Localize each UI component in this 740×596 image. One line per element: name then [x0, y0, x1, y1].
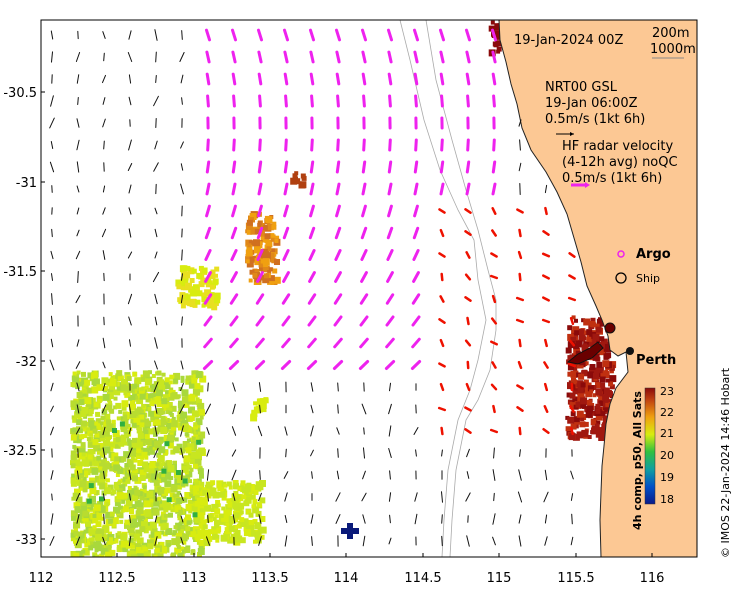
- city-label-perth: Perth: [636, 353, 676, 368]
- radar-legend: HF radar velocity (4-12h avg) noQC 0.5m/…: [562, 139, 678, 188]
- colorbar-gradient: [645, 388, 655, 504]
- colorbar-title: 4h comp, p50, All Sats: [631, 391, 644, 530]
- y-axis: -30.5 -31 -31.5 -32 -32.5 -33: [3, 86, 37, 548]
- model-scale: 0.5m/s (1kt 6h): [545, 112, 645, 127]
- ship-label: Ship: [636, 272, 660, 285]
- isobath-legend: 200m 1000m: [650, 26, 696, 58]
- y-tick: -32: [16, 355, 37, 370]
- perth-marker: [626, 347, 634, 355]
- x-tick: 116: [640, 571, 665, 586]
- y-tick: -30.5: [3, 86, 37, 101]
- colorbar-tick: 21: [660, 427, 674, 440]
- radar-avg: (4-12h avg) noQC: [562, 155, 678, 170]
- y-tick: -32.5: [3, 444, 37, 459]
- y-tick: -31.5: [3, 265, 37, 280]
- colorbar-tick: 22: [660, 406, 674, 419]
- x-tick: 114.5: [404, 571, 441, 586]
- x-tick: 113.5: [251, 571, 288, 586]
- x-tick: 115.5: [557, 571, 594, 586]
- colorbar-tick: 20: [660, 449, 674, 462]
- model-time: 19-Jan 06:00Z: [545, 96, 638, 111]
- argo-label: Argo: [636, 247, 671, 262]
- garden-island: [605, 323, 615, 333]
- x-tick: 113: [182, 571, 207, 586]
- y-tick: -33: [16, 533, 37, 548]
- colorbar-tick: 18: [660, 493, 674, 506]
- isobath-1000m-label: 1000m: [650, 42, 696, 57]
- credit-label: © IMOS 22-Jan-2024 14:46 Hobart: [719, 367, 732, 558]
- x-tick: 114: [334, 571, 359, 586]
- isobath-200m-label: 200m: [652, 26, 689, 41]
- colorbar-tick: 19: [660, 471, 674, 484]
- model-name: NRT00 GSL: [545, 80, 618, 95]
- radar-title: HF radar velocity: [562, 139, 674, 154]
- y-tick: -31: [16, 176, 37, 191]
- colorbar-tick: 23: [660, 385, 674, 398]
- x-axis: 112 112.5 113 113.5 114 114.5 115 115.5 …: [29, 571, 665, 586]
- x-tick: 115: [487, 571, 512, 586]
- date-label: 19-Jan-2024 00Z: [514, 33, 623, 48]
- x-tick: 112: [29, 571, 54, 586]
- x-tick: 112.5: [98, 571, 135, 586]
